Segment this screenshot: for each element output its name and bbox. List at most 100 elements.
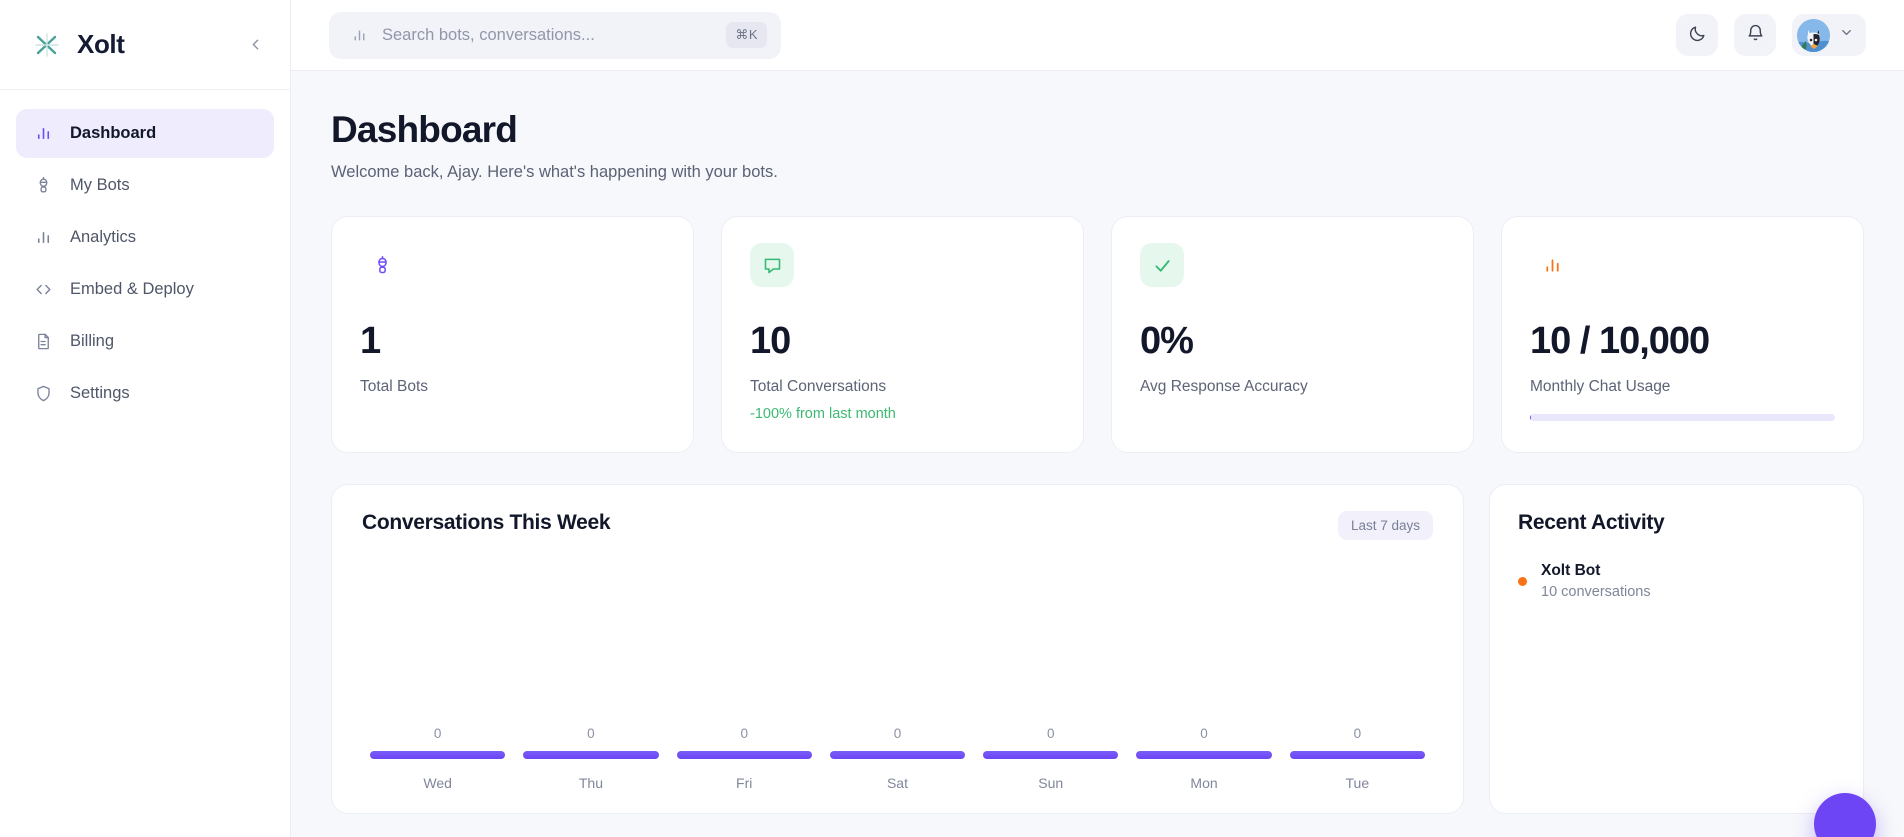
bell-icon	[1746, 24, 1765, 46]
chart-header: Conversations This Week Last 7 days	[362, 511, 1433, 540]
bar-chart-icon	[351, 27, 368, 44]
search-placeholder: Search bots, conversations...	[382, 25, 595, 44]
stat-card-total-conversations: 10 Total Conversations -100% from last m…	[721, 216, 1084, 453]
sidebar-item-label: Analytics	[70, 228, 137, 246]
stat-card-avg-response-accuracy: 0% Avg Response Accuracy	[1111, 216, 1474, 453]
chart-bar-label: Fri	[736, 775, 753, 791]
recent-activity-title: Recent Activity	[1518, 511, 1665, 534]
sparkle-cross-logo-icon	[30, 28, 64, 62]
status-dot-icon	[1518, 576, 1527, 586]
stat-value: 10 / 10,000	[1530, 320, 1710, 362]
chart-bar-label: Mon	[1190, 775, 1218, 791]
sidebar-item-embed-deploy[interactable]: Embed & Deploy	[16, 265, 274, 314]
search-shortcut-badge: ⌘K	[726, 22, 767, 48]
bot-icon	[360, 243, 404, 287]
sidebar-item-label: My Bots	[70, 176, 130, 194]
chart-bar-column[interactable]: 0 Sat	[829, 726, 966, 813]
chart-bar-column[interactable]: 0 Sun	[983, 726, 1119, 813]
chart-bar-column[interactable]: 0 Thu	[523, 726, 659, 813]
stat-label: Total Conversations	[750, 378, 887, 395]
chart-title: Conversations This Week	[362, 511, 611, 534]
sidebar: Xolt Dashboard My Bots	[0, 0, 291, 837]
sidebar-item-label: Dashboard	[70, 124, 157, 142]
chart-bar-value: 0	[433, 726, 442, 741]
moon-icon	[1688, 24, 1707, 46]
chart-bar-value: 0	[893, 726, 902, 741]
sidebar-item-analytics[interactable]: Analytics	[16, 213, 274, 262]
chart-bar-label: Tue	[1345, 775, 1370, 791]
chart-bar	[983, 751, 1119, 759]
bar-chart-icon	[33, 123, 54, 144]
stat-card-monthly-chat-usage: 10 / 10,000 Monthly Chat Usage	[1501, 216, 1864, 453]
list-item[interactable]: Xolt Bot 10 conversations	[1518, 562, 1835, 600]
bot-icon	[33, 175, 54, 196]
chart-bar	[523, 751, 659, 759]
brand-header: Xolt	[0, 0, 290, 90]
conversations-chart-card: Conversations This Week Last 7 days 0 Wed…	[331, 484, 1464, 814]
main-area: Search bots, conversations... ⌘K	[291, 0, 1904, 837]
recent-activity-card: Recent Activity Xolt Bot 10 conversation…	[1489, 484, 1864, 814]
chart-bar-value: 0	[587, 726, 595, 741]
chart-bar	[676, 751, 812, 759]
page-title: Dashboard	[331, 109, 518, 150]
sidebar-item-dashboard[interactable]: Dashboard	[16, 109, 274, 158]
chart-bar	[370, 751, 506, 759]
husky-avatar-icon	[1797, 18, 1830, 52]
shield-icon	[33, 383, 54, 404]
chart-bar-label: Sat	[886, 775, 908, 791]
theme-toggle-button[interactable]	[1676, 14, 1718, 56]
chart-bar-value: 0	[1047, 726, 1055, 741]
page-content: Dashboard Welcome back, Ajay. Here's wha…	[291, 71, 1904, 837]
chart-plot-area: 0 Wed 0 Thu 0 Fri 0 Sat 0 Sun 0 Mon 0 Tue	[362, 540, 1433, 813]
activity-text: Xolt Bot 10 conversations	[1541, 562, 1651, 600]
chart-bar	[1136, 751, 1272, 759]
activity-bot-name: Xolt Bot	[1541, 562, 1601, 579]
profile-menu-button[interactable]	[1792, 14, 1866, 56]
chart-bar-label: Wed	[423, 775, 452, 791]
topbar: Search bots, conversations... ⌘K	[291, 0, 1904, 71]
sidebar-item-billing[interactable]: Billing	[16, 317, 274, 366]
stat-label: Avg Response Accuracy	[1140, 378, 1308, 395]
brand-name: Xolt	[77, 29, 125, 59]
document-icon	[33, 331, 54, 352]
chart-bar-column[interactable]: 0 Wed	[370, 726, 506, 813]
chart-range-badge[interactable]: Last 7 days	[1337, 511, 1433, 540]
bar-chart-icon	[1530, 243, 1574, 287]
page-subtitle: Welcome back, Ajay. Here's what's happen…	[331, 163, 778, 181]
sidebar-item-label: Settings	[70, 384, 130, 402]
stat-card-total-bots: 1 Total Bots	[331, 216, 694, 453]
chart-bar	[1289, 751, 1425, 759]
chart-bar-value: 0	[1353, 726, 1362, 741]
chat-bubble-icon	[750, 243, 794, 287]
chart-bar	[829, 751, 966, 759]
chart-bar-label: Thu	[578, 775, 603, 791]
lower-panels: Conversations This Week Last 7 days 0 Wed…	[331, 484, 1864, 814]
chart-bar-value: 0	[740, 726, 748, 741]
stat-value: 0%	[1140, 320, 1194, 362]
chart-bar-label: Sun	[1038, 775, 1064, 791]
chevron-down-icon	[1839, 25, 1854, 45]
sidebar-item-label: Embed & Deploy	[70, 280, 194, 298]
chat-fab-button[interactable]	[1814, 793, 1876, 837]
sidebar-nav: Dashboard My Bots Analytics Embed & Depl…	[0, 90, 290, 418]
search-input[interactable]: Search bots, conversations... ⌘K	[329, 11, 781, 59]
usage-progress-bar	[1530, 414, 1835, 421]
sidebar-item-settings[interactable]: Settings	[16, 369, 274, 418]
chevron-left-icon[interactable]	[242, 32, 268, 58]
stat-delta: -100% from last month	[750, 406, 896, 422]
chart-bar-value: 0	[1200, 726, 1208, 741]
chart-bar-column[interactable]: 0 Fri	[676, 726, 812, 813]
stat-label: Monthly Chat Usage	[1530, 378, 1671, 395]
stat-label: Total Bots	[360, 378, 429, 395]
sidebar-item-my-bots[interactable]: My Bots	[16, 161, 274, 210]
code-brackets-icon	[33, 279, 54, 300]
chart-bar-column[interactable]: 0 Mon	[1136, 726, 1272, 813]
stat-value: 1	[360, 320, 381, 362]
notifications-button[interactable]	[1734, 14, 1776, 56]
stat-cards: 1 Total Bots 10 Total Conversations -100…	[331, 216, 1864, 453]
check-icon	[1140, 243, 1184, 287]
chart-bar-column[interactable]: 0 Tue	[1289, 726, 1425, 813]
sidebar-item-label: Billing	[70, 332, 115, 350]
stat-value: 10	[750, 320, 791, 362]
